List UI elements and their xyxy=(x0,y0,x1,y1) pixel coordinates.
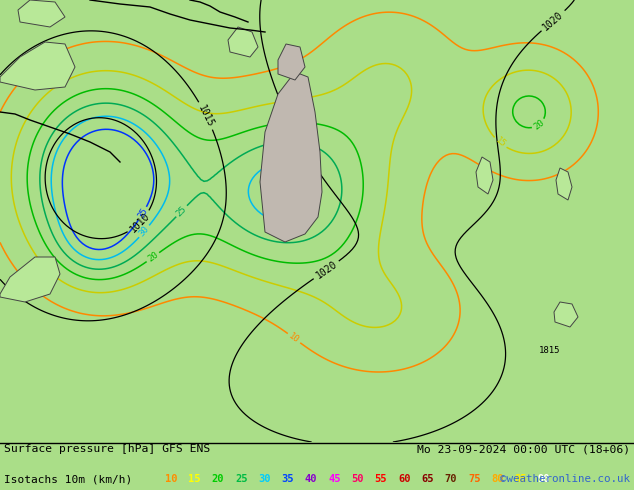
Text: 20: 20 xyxy=(532,118,546,131)
Text: 75: 75 xyxy=(468,474,481,484)
Text: 15: 15 xyxy=(188,474,201,484)
Text: 60: 60 xyxy=(398,474,410,484)
Text: 55: 55 xyxy=(375,474,387,484)
Text: 70: 70 xyxy=(444,474,457,484)
Text: 30: 30 xyxy=(258,474,271,484)
Polygon shape xyxy=(18,0,65,27)
Text: 1020: 1020 xyxy=(541,9,566,32)
Text: 10: 10 xyxy=(287,331,301,345)
Polygon shape xyxy=(556,168,572,200)
Text: Surface pressure [hPa] GFS ENS: Surface pressure [hPa] GFS ENS xyxy=(4,444,210,454)
Text: 1010: 1010 xyxy=(128,211,152,234)
Text: 25: 25 xyxy=(174,204,188,218)
Text: 15: 15 xyxy=(284,95,296,106)
Polygon shape xyxy=(476,157,493,194)
Text: 35: 35 xyxy=(136,207,149,220)
Polygon shape xyxy=(260,72,322,242)
Text: Isotachs 10m (km/h): Isotachs 10m (km/h) xyxy=(4,474,133,484)
Text: 40: 40 xyxy=(305,474,317,484)
Text: 1815: 1815 xyxy=(540,345,560,354)
Text: 10: 10 xyxy=(165,474,178,484)
Text: 85: 85 xyxy=(515,474,527,484)
Text: 50: 50 xyxy=(351,474,364,484)
Polygon shape xyxy=(554,302,578,327)
Polygon shape xyxy=(0,257,60,302)
Text: 35: 35 xyxy=(281,474,294,484)
Text: 30: 30 xyxy=(138,224,151,239)
Text: 15: 15 xyxy=(493,136,507,149)
Text: 1020: 1020 xyxy=(314,259,339,281)
Text: 25: 25 xyxy=(235,474,247,484)
Text: 90: 90 xyxy=(538,474,550,484)
Text: 20: 20 xyxy=(212,474,224,484)
Polygon shape xyxy=(0,42,75,90)
Text: Mo 23-09-2024 00:00 UTC (18+06): Mo 23-09-2024 00:00 UTC (18+06) xyxy=(417,444,630,454)
Text: 20: 20 xyxy=(146,250,160,264)
Polygon shape xyxy=(278,44,305,80)
Polygon shape xyxy=(228,27,258,57)
Text: 80: 80 xyxy=(491,474,503,484)
Text: 1015: 1015 xyxy=(197,103,216,128)
Text: ©weatheronline.co.uk: ©weatheronline.co.uk xyxy=(500,474,630,484)
Text: 45: 45 xyxy=(328,474,340,484)
Text: 30: 30 xyxy=(264,213,278,225)
Text: 65: 65 xyxy=(422,474,434,484)
